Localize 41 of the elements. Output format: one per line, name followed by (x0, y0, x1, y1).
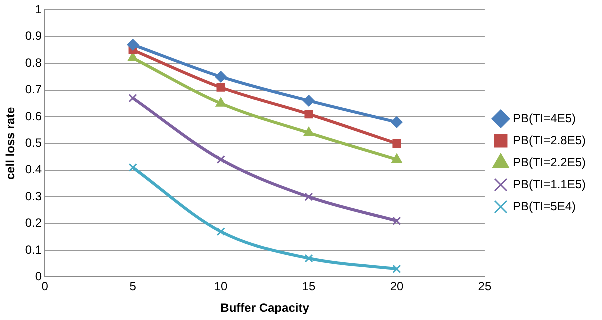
point (392, 264, 402, 274)
point (127, 39, 139, 51)
x-tick-label: 10 (214, 280, 228, 294)
y-tick-label: 0.7 (25, 82, 42, 97)
legend-label: PB(TI=2.8E5) (512, 133, 586, 148)
point (304, 127, 314, 136)
point (216, 155, 226, 164)
legend-label: PB(TI=2.2E5) (512, 155, 586, 170)
y-tick-label: 0.6 (25, 109, 42, 124)
x-tick-label: 15 (302, 280, 316, 294)
point (391, 116, 403, 128)
legend-label: PB(TI=1.1E5) (512, 177, 586, 192)
point (392, 139, 402, 148)
y-axis-title: cell loss rate (4, 107, 18, 180)
point (128, 94, 138, 103)
y-tick-label: 1 (35, 2, 42, 17)
x-axis-title: Buffer Capacity (220, 301, 310, 316)
x-tick-label: 20 (390, 280, 404, 294)
legend-label: PB(TI=4E5) (512, 111, 576, 126)
y-tick-label: 0.9 (25, 29, 42, 44)
point (304, 110, 314, 119)
point (303, 95, 315, 107)
x-tick-label: 5 (130, 280, 137, 294)
y-tick-label: 0.2 (25, 216, 42, 230)
y-tick-label: 0.5 (25, 136, 42, 150)
y-tick-label: 0 (35, 270, 42, 284)
point (216, 83, 226, 92)
point (216, 228, 226, 236)
point (392, 154, 402, 163)
y-tick-label: 0.3 (25, 189, 42, 204)
y-tick-label: 0.1 (25, 242, 42, 257)
point (304, 192, 314, 202)
point (216, 98, 226, 107)
y-tick-label: 0.8 (25, 56, 42, 70)
point (304, 254, 314, 263)
y-tick-label: 0.4 (25, 162, 42, 177)
x-tick-label: 25 (478, 280, 492, 294)
point (128, 163, 138, 172)
point (392, 216, 402, 226)
point (215, 71, 227, 83)
legend-label: PB(TI=5E4) (512, 199, 576, 214)
